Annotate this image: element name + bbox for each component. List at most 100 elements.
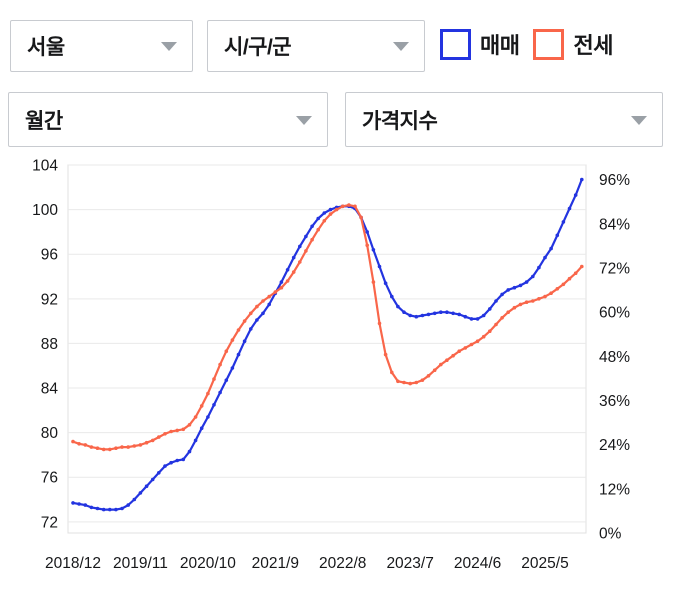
data-point [77, 442, 81, 446]
data-point [298, 260, 302, 264]
y-axis-right-tick-label: 0% [599, 526, 622, 543]
data-point [132, 444, 137, 448]
data-point [230, 338, 235, 342]
y-axis-right-tick-label: 72% [599, 261, 630, 278]
data-point [89, 445, 94, 449]
data-point [420, 313, 425, 318]
y-axis-left-tick-label: 80 [41, 425, 59, 442]
legend-label-sale: 매매 [480, 33, 520, 58]
data-point [567, 276, 572, 281]
data-point [83, 443, 88, 447]
data-point [328, 207, 333, 212]
x-axis-tick-label: 2023/7 [386, 555, 433, 572]
region-dropdown-value: 서울 [27, 36, 65, 59]
district-dropdown[interactable]: 시/구/군 [207, 20, 425, 72]
data-point [377, 321, 382, 326]
data-point [567, 206, 572, 211]
y-axis-left-tick-label: 76 [41, 470, 58, 487]
chevron-down-icon [296, 115, 312, 125]
data-point [267, 302, 272, 307]
region-dropdown[interactable]: 서울 [10, 20, 193, 72]
data-point [150, 477, 155, 482]
data-point [304, 249, 308, 253]
data-point [469, 317, 474, 321]
data-point [157, 471, 161, 475]
y-axis-left-tick-label: 72 [41, 514, 58, 531]
data-point [396, 304, 400, 309]
x-axis-tick-label: 2018/12 [45, 555, 101, 572]
data-point [463, 314, 468, 319]
data-point [242, 319, 247, 323]
data-point [353, 204, 357, 209]
data-point [573, 193, 578, 197]
data-point [206, 391, 210, 396]
data-point [230, 366, 235, 370]
data-point [481, 334, 486, 339]
data-point [316, 216, 321, 221]
data-point [181, 457, 186, 462]
data-point [187, 423, 192, 427]
data-point [310, 237, 314, 242]
data-point [494, 299, 498, 303]
legend-item-sale[interactable]: 매매 [440, 28, 520, 60]
data-point [537, 297, 541, 301]
data-point [310, 224, 314, 229]
data-point [475, 339, 480, 344]
data-point [199, 404, 204, 408]
data-point [457, 312, 462, 317]
data-point [298, 244, 302, 249]
y-axis-right-tick-label: 60% [599, 305, 630, 322]
data-point [420, 378, 425, 383]
data-point [408, 313, 413, 318]
chart-legend: 매매 전세 [440, 28, 613, 60]
data-point [414, 380, 419, 385]
data-point [218, 390, 222, 395]
data-point [561, 282, 566, 287]
data-point [169, 460, 173, 465]
data-point [365, 230, 370, 234]
data-point [512, 285, 517, 290]
period-dropdown-value: 월간 [25, 109, 63, 133]
data-point [322, 219, 327, 223]
data-point [426, 312, 431, 317]
data-point [138, 491, 143, 495]
data-point [71, 439, 75, 444]
y-axis-left-tick-label: 96 [41, 247, 58, 264]
chevron-down-icon [631, 115, 647, 125]
data-point [267, 294, 272, 299]
data-point [347, 203, 351, 207]
data-point [500, 316, 504, 320]
sale-series-swatch [440, 28, 471, 60]
metric-dropdown-value: 가격지수 [362, 109, 438, 133]
metric-dropdown[interactable]: 가격지수 [345, 92, 663, 147]
data-point [432, 368, 437, 373]
data-point [390, 294, 394, 299]
data-point [249, 327, 253, 331]
data-point [126, 503, 130, 507]
data-point [101, 447, 106, 452]
y-axis-right-tick-label: 96% [599, 172, 630, 189]
data-point [451, 311, 455, 316]
data-point [543, 255, 547, 260]
data-point [580, 177, 584, 182]
data-point [537, 265, 541, 270]
data-point [212, 403, 216, 407]
data-point [120, 445, 124, 449]
period-dropdown[interactable]: 월간 [8, 92, 328, 147]
data-point [445, 310, 449, 315]
data-point [488, 329, 492, 334]
data-point [114, 507, 118, 512]
legend-item-jeonse[interactable]: 전세 [533, 28, 613, 60]
data-point [279, 280, 284, 284]
data-point [169, 429, 173, 434]
x-axis-tick-label: 2022/8 [319, 555, 366, 572]
data-point [218, 362, 222, 367]
data-point [512, 305, 517, 310]
y-axis-left-tick-label: 104 [32, 158, 58, 175]
data-point [414, 314, 419, 319]
data-point [224, 349, 229, 354]
data-point [531, 299, 535, 303]
data-point [451, 353, 455, 358]
chevron-down-icon [161, 42, 177, 51]
